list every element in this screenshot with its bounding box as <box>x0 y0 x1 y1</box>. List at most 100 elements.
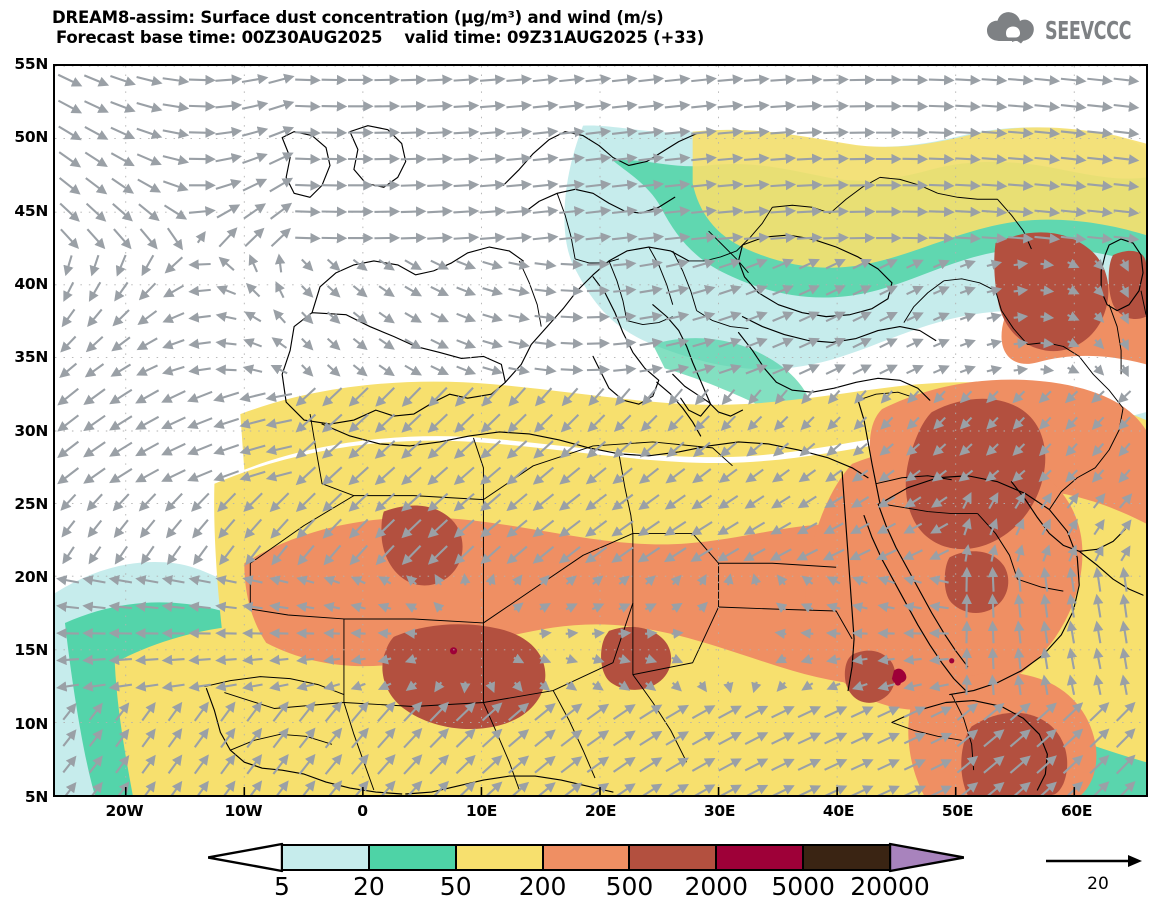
wind-vector <box>800 654 814 665</box>
wind-vector <box>453 440 475 459</box>
wind-vector <box>60 493 77 511</box>
wind-vector <box>534 729 556 748</box>
wind-vector <box>772 468 790 483</box>
wind-vector <box>1038 469 1052 483</box>
wind-vector <box>110 101 136 113</box>
wind-vector <box>906 416 920 430</box>
wind-vector <box>1008 101 1034 112</box>
wind-vector <box>401 440 422 459</box>
wind-vector <box>1060 233 1087 244</box>
colorbar-swatches[interactable] <box>208 844 964 871</box>
wind-vector <box>611 493 634 511</box>
wind-vector <box>928 153 955 165</box>
wind-vector <box>744 758 769 772</box>
wind-vector <box>374 413 396 433</box>
wind-vector <box>642 783 663 795</box>
wind-vector <box>167 754 183 775</box>
wind-vector <box>162 154 190 166</box>
wind-vector <box>324 727 343 749</box>
wind-vector <box>772 364 794 375</box>
wind-vector <box>745 284 768 296</box>
wind-vector <box>670 574 682 586</box>
wind-vector <box>751 573 762 586</box>
wind-vector <box>877 706 900 718</box>
wind-vector <box>613 285 637 296</box>
wind-vector <box>532 74 559 85</box>
wind-vector <box>743 521 766 535</box>
wind-vector <box>482 312 503 323</box>
wind-vector <box>139 228 158 250</box>
wind-vector <box>638 467 660 484</box>
colorbar-tick-label: 200 <box>518 872 567 901</box>
wind-vector <box>1036 755 1057 774</box>
wind-vector <box>903 601 922 613</box>
wind-vector <box>403 754 423 775</box>
wind-vector <box>1093 311 1105 323</box>
wind-vector <box>245 545 262 566</box>
wind-vector <box>723 681 734 694</box>
y-tick-label: 20N <box>14 568 48 587</box>
colorbar-band[interactable] <box>716 844 804 871</box>
wind-vector <box>585 74 612 85</box>
wind-vector <box>1014 647 1025 670</box>
wind-vector <box>456 339 477 349</box>
wind-vector <box>1040 311 1055 323</box>
wind-vector <box>506 206 533 217</box>
wind-vector <box>351 753 369 775</box>
colorbar-band[interactable] <box>542 844 630 871</box>
wind-vector <box>112 493 130 512</box>
colorbar-band[interactable] <box>368 844 456 871</box>
wind-vector <box>850 759 874 771</box>
wind-vector <box>427 413 448 433</box>
wind-vector <box>215 364 237 375</box>
wind-vector <box>1013 364 1029 376</box>
wind-vector <box>1060 180 1087 191</box>
wind-vector <box>377 680 392 691</box>
colorbar-band[interactable] <box>629 844 717 871</box>
wind-vector <box>508 729 530 748</box>
wind-vector <box>459 781 476 795</box>
wind-vector <box>430 286 449 296</box>
wind-vector <box>110 126 136 140</box>
wind-vector <box>532 153 559 164</box>
wind-vector <box>986 285 1003 297</box>
wind-vector <box>955 206 981 218</box>
dust-concentration-map <box>55 66 1146 795</box>
wind-vector <box>57 387 79 406</box>
wind-vector <box>928 127 955 138</box>
colorbar-band[interactable] <box>282 844 369 871</box>
map-plot-area[interactable] <box>53 64 1148 797</box>
wind-vector <box>83 388 106 405</box>
wind-vector <box>350 602 366 613</box>
wind-vector <box>1115 701 1136 722</box>
wind-vector <box>454 387 474 407</box>
wind-vector <box>691 127 717 138</box>
colorbar-band[interactable] <box>455 844 543 871</box>
wind-vector <box>823 153 849 165</box>
wind-vector <box>83 467 106 484</box>
x-tick-label: 40E <box>822 802 855 820</box>
wind-vector <box>295 74 321 86</box>
wind-vector <box>434 573 445 586</box>
wind-vector <box>138 203 160 222</box>
wind-vector <box>798 311 820 323</box>
colorbar-band[interactable] <box>803 844 890 871</box>
wind-vector <box>406 575 418 587</box>
wind-vector <box>162 75 190 86</box>
x-tick-label: 30E <box>703 802 736 820</box>
wind-vector <box>1113 154 1140 165</box>
wind-vector <box>56 654 79 666</box>
wind-vector <box>586 756 610 773</box>
wind-vector <box>932 259 950 270</box>
wind-vector <box>770 206 797 217</box>
wind-vector <box>743 153 770 164</box>
wind-vector <box>109 441 133 457</box>
wind-vector <box>797 732 822 745</box>
wind-vector <box>401 413 422 433</box>
chart-subtitle: Forecast base time: 00Z30AUG2025 valid t… <box>56 28 705 47</box>
wind-vector <box>879 443 894 456</box>
colorbar-legend[interactable]: 5 20 50 200 500 2000 5000 20000 20 <box>0 838 1165 907</box>
wind-vector <box>350 576 366 586</box>
wind-vector <box>1034 154 1061 165</box>
wind-vector <box>928 206 955 218</box>
